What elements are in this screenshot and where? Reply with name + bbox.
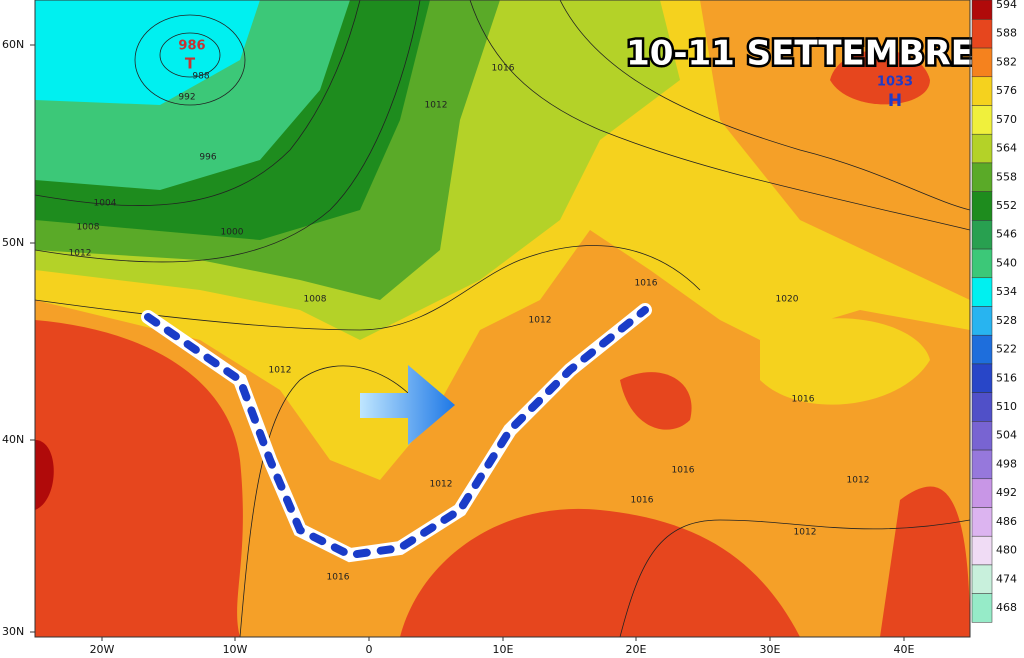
- colorbar-label: 510: [996, 400, 1017, 413]
- isobar-label: 1012: [425, 101, 448, 111]
- colorbar-label: 486: [996, 515, 1017, 528]
- colorbar-label: 480: [996, 544, 1017, 557]
- front-line: [141, 303, 652, 563]
- isobar-label: 1004: [94, 199, 117, 209]
- isobar-label: 1000: [221, 228, 244, 238]
- isobar-label: 1008: [304, 295, 327, 305]
- colorbar-label: 546: [996, 228, 1017, 241]
- map-fields: [35, 0, 970, 637]
- low-pressure-value: 986: [178, 39, 205, 54]
- colorbar-label: 534: [996, 285, 1017, 298]
- colorbar-swatch: [971, 306, 993, 336]
- colorbar-swatch: [971, 449, 993, 480]
- isobar-label: 1016: [327, 573, 350, 583]
- longitude-label: 20E: [626, 643, 647, 656]
- colorbar-swatch: [971, 47, 993, 78]
- colorbar-swatch: [971, 162, 993, 192]
- longitude-label: 0: [366, 643, 373, 656]
- colorbar-swatch: [971, 105, 993, 135]
- colorbar-swatch: [971, 191, 993, 221]
- isobar-label: 1016: [492, 64, 515, 74]
- colorbar-label: 522: [996, 343, 1017, 356]
- longitude-label: 10E: [493, 643, 514, 656]
- colorbar-swatch: [971, 392, 993, 422]
- colorbar-swatch: [971, 277, 993, 307]
- colorbar-swatch: [971, 19, 993, 49]
- isobar-label: 992: [178, 93, 195, 103]
- high-pressure-value: 1033: [877, 75, 913, 90]
- colorbar-label: 582: [996, 55, 1017, 68]
- isobar-label: 1016: [635, 279, 658, 289]
- colorbar-label: 492: [996, 486, 1017, 499]
- colorbar-label: 588: [996, 27, 1017, 40]
- colorbar-label: 570: [996, 113, 1017, 126]
- colorbar-label: 468: [996, 601, 1017, 614]
- latitude-label: 50N: [2, 236, 24, 249]
- colorbar-swatch: [971, 564, 993, 594]
- colorbar-swatch: [971, 76, 993, 106]
- colorbar-swatch: [971, 133, 993, 164]
- colorbar-swatch: [971, 334, 993, 365]
- colorbar-swatch: [971, 593, 993, 623]
- latitude-label: 40N: [2, 433, 24, 446]
- colorbar-label: 498: [996, 457, 1017, 470]
- low-pressure-symbol: T: [185, 55, 196, 73]
- colorbar-label: 558: [996, 170, 1017, 183]
- colorbar-label: 552: [996, 199, 1017, 212]
- colorbar-swatch: [971, 248, 993, 279]
- colorbar-label: 564: [996, 142, 1017, 155]
- flow-arrow: [360, 365, 455, 445]
- colorbar-swatch: [971, 0, 993, 20]
- longitude-label: 10W: [223, 643, 248, 656]
- isobar-label: 1012: [269, 366, 292, 376]
- latitude-label: 60N: [2, 38, 24, 51]
- colorbar-label: 516: [996, 371, 1017, 384]
- colorbar-swatch: [971, 220, 993, 250]
- isobar-label: 1020: [776, 295, 799, 305]
- isobar-label: 1012: [430, 480, 453, 490]
- isobar-label: 1012: [794, 528, 817, 538]
- isobar-label: 1016: [631, 496, 654, 506]
- colorbar-label: 528: [996, 314, 1017, 327]
- longitude-label: 30E: [760, 643, 781, 656]
- colorbar-label: 474: [996, 572, 1017, 585]
- colorbar-swatch: [971, 421, 993, 451]
- isobar-label: 1012: [69, 249, 92, 259]
- colorbar-swatch: [971, 507, 993, 537]
- colorbar-swatch: [971, 535, 993, 566]
- isobar-label: 1012: [847, 476, 870, 486]
- longitude-label: 20W: [90, 643, 115, 656]
- title: 10-11 SETTEMBRE: [626, 34, 974, 74]
- isobar-label: 1008: [77, 223, 100, 233]
- colorbar-swatch: [971, 478, 993, 508]
- high-pressure-symbol: H: [888, 91, 902, 111]
- colorbar-swatch: [971, 363, 993, 393]
- colorbar-label: 504: [996, 429, 1017, 442]
- isobar-label: 1016: [792, 395, 815, 405]
- isobar-label: 996: [199, 153, 216, 163]
- isobar-label: 1016: [672, 466, 695, 476]
- colorbar-label: 540: [996, 256, 1017, 269]
- colorbar-label: 576: [996, 84, 1017, 97]
- latitude-label: 30N: [2, 625, 24, 638]
- isobar-label: 988: [192, 72, 209, 82]
- colorbar-label: 594: [996, 0, 1017, 11]
- isobar-label: 1012: [529, 316, 552, 326]
- longitude-label: 40E: [894, 643, 915, 656]
